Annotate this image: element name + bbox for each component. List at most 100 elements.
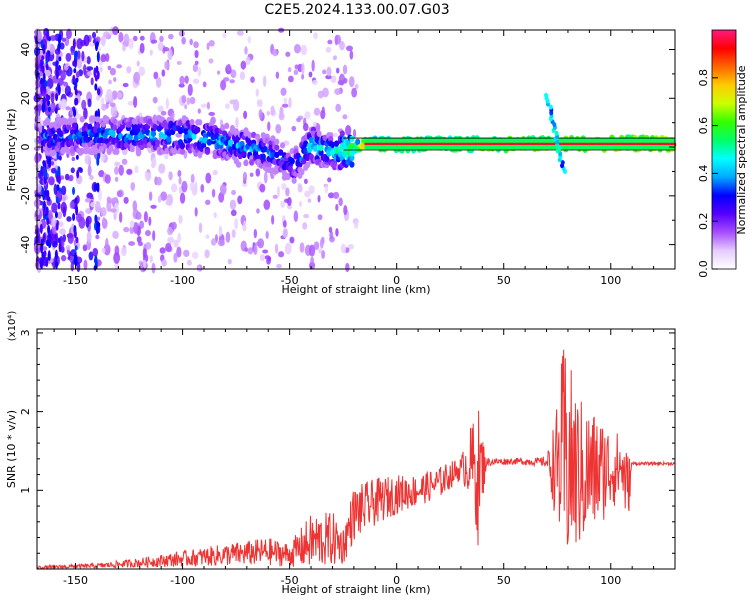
band-mark <box>291 177 297 184</box>
band-mark <box>44 118 51 126</box>
noise-mark <box>280 87 287 96</box>
noise-mark <box>194 60 199 65</box>
band-mark <box>96 127 103 134</box>
colorbar-gradient <box>711 29 737 270</box>
noise-mark <box>148 216 152 226</box>
noise-mark <box>283 228 288 238</box>
noise-mark <box>267 256 272 262</box>
noise-mark <box>291 125 297 132</box>
noise-mark <box>322 69 327 75</box>
noise-mark <box>61 240 65 248</box>
band-mark <box>50 149 56 157</box>
noise-mark <box>237 195 243 205</box>
noise-mark <box>253 228 258 239</box>
band-mark <box>71 117 78 124</box>
streak-mark <box>57 237 61 244</box>
colorbar-tick-label: 0.0 <box>697 260 710 278</box>
band-mark <box>229 127 236 134</box>
noise-mark <box>75 213 83 223</box>
streak-mark <box>45 51 49 60</box>
streak-mark <box>41 104 45 113</box>
noise-mark <box>202 81 207 88</box>
noise-mark <box>262 75 267 88</box>
band-mark <box>262 145 268 153</box>
noise-mark <box>347 244 355 250</box>
noise-mark <box>58 100 64 109</box>
noise-mark <box>118 164 124 176</box>
streak-mark <box>42 200 46 211</box>
band-mark <box>87 123 93 131</box>
noise-mark <box>313 241 320 251</box>
noise-mark <box>95 36 101 43</box>
noise-mark <box>127 101 135 106</box>
noise-mark <box>325 46 332 53</box>
noise-mark <box>84 197 92 203</box>
noise-mark <box>76 38 83 50</box>
noise-mark <box>255 88 260 97</box>
noise-mark <box>85 208 90 214</box>
noise-mark <box>161 69 166 77</box>
noise-mark <box>178 83 185 88</box>
band-mark <box>189 119 195 126</box>
noise-mark <box>287 75 294 83</box>
noise-mark <box>184 104 188 110</box>
noise-mark <box>308 71 313 78</box>
streak-mark <box>45 63 49 70</box>
noise-mark <box>217 70 221 75</box>
noise-mark <box>234 218 239 230</box>
noise-mark <box>76 58 83 69</box>
noise-mark <box>193 41 199 49</box>
band-mark <box>91 115 97 122</box>
snr-xtick-label: 50 <box>497 574 511 587</box>
noise-mark <box>113 77 117 82</box>
noise-mark <box>351 87 358 98</box>
band-mark <box>289 147 295 155</box>
band-mark <box>197 119 203 126</box>
noise-mark <box>101 103 107 111</box>
streak-mark <box>47 252 51 261</box>
band-mark <box>133 134 139 142</box>
streak-mark <box>56 184 60 191</box>
band-mark <box>164 122 170 130</box>
noise-mark <box>128 38 134 50</box>
noise-mark <box>194 49 199 59</box>
noise-mark <box>165 200 170 206</box>
noise-mark <box>158 163 166 174</box>
noise-mark <box>70 51 75 56</box>
band-mark <box>349 135 355 143</box>
streak-mark <box>55 68 59 80</box>
noise-mark <box>91 31 97 39</box>
noise-mark <box>100 54 107 63</box>
noise-mark <box>225 231 231 243</box>
noise-mark <box>218 225 223 237</box>
noise-mark <box>313 107 321 116</box>
noise-mark <box>333 191 340 199</box>
noise-mark <box>139 42 145 54</box>
noise-mark <box>274 243 279 254</box>
noise-mark <box>244 247 249 252</box>
noise-mark <box>275 71 280 79</box>
noise-mark <box>329 230 334 240</box>
noise-mark <box>177 169 182 178</box>
band-mark <box>233 128 239 135</box>
band-mark <box>102 143 108 150</box>
colorbar-tick-label: 0.4 <box>697 165 710 183</box>
noise-mark <box>324 184 329 194</box>
noise-mark <box>64 173 70 181</box>
noise-mark <box>301 62 305 75</box>
noise-mark <box>211 188 216 198</box>
noise-mark <box>112 230 119 239</box>
noise-mark <box>286 196 292 206</box>
streak-mark <box>55 60 59 67</box>
snr-scale-label: (x10⁴) <box>7 311 18 342</box>
noise-mark <box>46 39 51 52</box>
noise-mark <box>242 171 248 182</box>
noise-mark <box>34 163 42 169</box>
streak-mark <box>57 166 61 174</box>
noise-mark <box>138 66 146 77</box>
noise-mark <box>349 50 354 60</box>
streak-mark <box>75 97 79 106</box>
noise-mark <box>160 110 167 116</box>
noise-mark <box>293 210 299 223</box>
noise-mark <box>143 259 147 269</box>
